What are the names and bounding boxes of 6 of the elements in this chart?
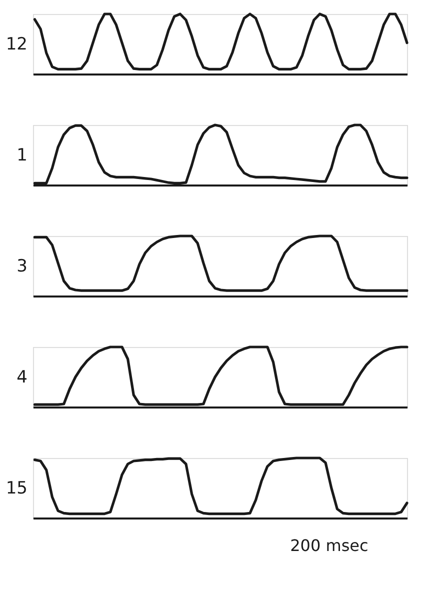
- y-axis-title: 4: [16, 368, 28, 388]
- y-axis-title: 12: [6, 34, 28, 54]
- y-axis-title: 3: [16, 256, 28, 276]
- y-axis-title: 1: [16, 146, 28, 166]
- text: 200 msec: [290, 536, 368, 555]
- y-axis-title: 15: [6, 478, 28, 498]
